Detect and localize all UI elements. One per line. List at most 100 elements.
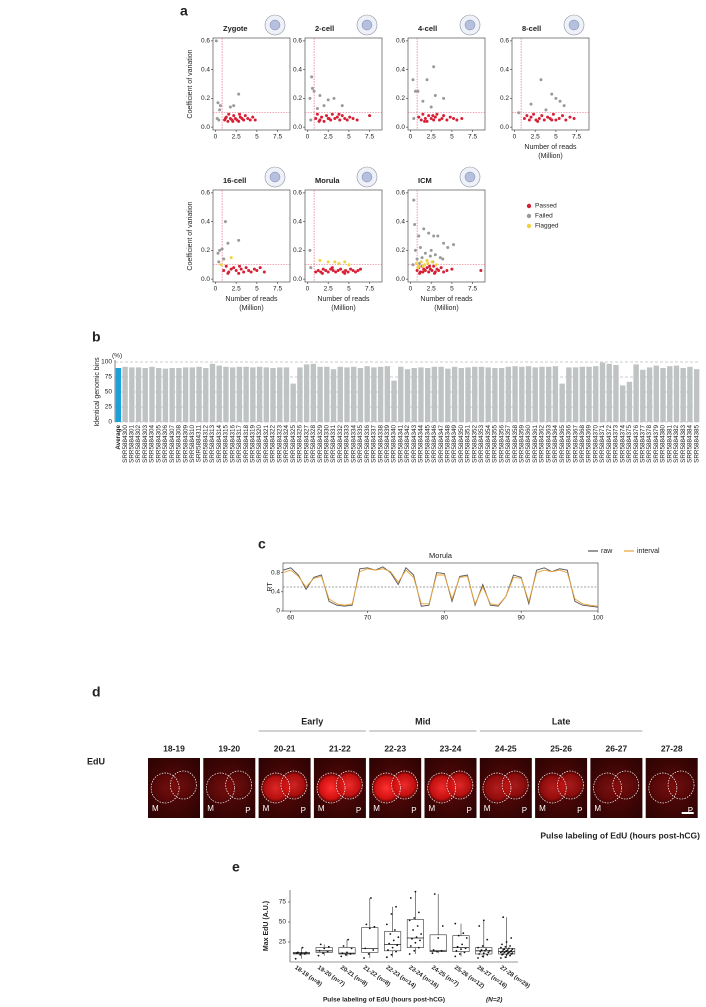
cell-label: P bbox=[522, 806, 527, 815]
bar bbox=[431, 366, 438, 422]
point bbox=[427, 270, 431, 274]
bar bbox=[398, 366, 404, 422]
point bbox=[532, 112, 536, 116]
point bbox=[349, 267, 353, 271]
y-tick-label: 0.0 bbox=[293, 276, 302, 283]
x-tick-label: SRR5884310 bbox=[189, 425, 196, 463]
x-tick-label: SRR5884309 bbox=[182, 425, 189, 463]
point bbox=[248, 118, 252, 122]
point bbox=[450, 267, 454, 271]
cell-label: M bbox=[373, 804, 380, 813]
point bbox=[425, 258, 429, 262]
point bbox=[319, 943, 322, 946]
point bbox=[333, 260, 337, 264]
x-tick-label: SRR5884346 bbox=[431, 425, 438, 463]
point bbox=[234, 269, 238, 272]
point bbox=[551, 112, 555, 116]
point bbox=[253, 118, 257, 122]
point bbox=[365, 923, 368, 926]
bar bbox=[424, 368, 431, 422]
bar bbox=[498, 368, 505, 422]
point bbox=[322, 104, 326, 108]
bar bbox=[579, 366, 586, 422]
bar bbox=[351, 366, 357, 422]
point bbox=[308, 248, 312, 252]
bar bbox=[404, 369, 411, 422]
point bbox=[479, 269, 483, 272]
bar bbox=[209, 363, 216, 422]
point bbox=[370, 897, 372, 899]
bar bbox=[492, 368, 498, 422]
point bbox=[392, 939, 395, 942]
point bbox=[237, 271, 241, 275]
point bbox=[434, 263, 438, 267]
point bbox=[347, 263, 351, 267]
point bbox=[326, 950, 329, 953]
point bbox=[554, 96, 558, 100]
bar bbox=[673, 365, 680, 422]
bar bbox=[216, 365, 222, 422]
bar bbox=[371, 367, 377, 422]
cell-label: P bbox=[467, 806, 472, 815]
bar bbox=[606, 363, 612, 422]
subplot-title: Morula bbox=[315, 176, 340, 185]
x-tick-label: SRR5884318 bbox=[243, 425, 250, 463]
bar bbox=[640, 369, 646, 422]
point bbox=[448, 115, 452, 119]
cell-label: M bbox=[207, 804, 214, 813]
point bbox=[309, 118, 313, 122]
point bbox=[463, 951, 466, 954]
bar bbox=[330, 369, 337, 422]
x-tick-label: SRR5884354 bbox=[485, 425, 492, 463]
y-tick-label: 0.2 bbox=[201, 247, 210, 254]
y-tick-label: 0.0 bbox=[201, 276, 210, 283]
subplot-title: Zygote bbox=[223, 24, 248, 33]
x-tick-label: SRR5884338 bbox=[377, 425, 384, 463]
point bbox=[412, 117, 416, 120]
y-tick-label: 0.0 bbox=[500, 124, 509, 131]
y-tick-label: 0.4 bbox=[271, 589, 280, 596]
bar bbox=[512, 366, 518, 422]
point bbox=[431, 114, 435, 118]
x-axis-label: Number of reads bbox=[420, 296, 473, 303]
point bbox=[325, 114, 329, 118]
x-tick-label: SRR5884345 bbox=[424, 425, 431, 463]
point bbox=[387, 949, 389, 951]
y-tick-label: 25 bbox=[279, 939, 287, 946]
point bbox=[486, 953, 489, 956]
x-tick-label: SRR5884337 bbox=[371, 425, 378, 463]
bar bbox=[297, 367, 303, 422]
point bbox=[486, 938, 489, 941]
note: (N=2) bbox=[486, 997, 502, 1004]
plot-frame bbox=[304, 37, 383, 131]
point bbox=[320, 271, 324, 275]
point bbox=[232, 266, 236, 270]
x-tick-label: 7.5 bbox=[273, 134, 282, 141]
bar bbox=[593, 366, 599, 422]
x-tick-label: SRR5884373 bbox=[613, 425, 620, 463]
x-tick-label: SRR5884371 bbox=[599, 425, 606, 463]
x-tick-label: SRR5884350 bbox=[458, 425, 465, 463]
point bbox=[432, 118, 436, 122]
point bbox=[237, 238, 241, 242]
point bbox=[242, 118, 246, 122]
point bbox=[425, 78, 429, 82]
cell-outline bbox=[537, 772, 567, 804]
x-tick-label: SRR5884349 bbox=[451, 425, 458, 463]
bar bbox=[256, 366, 263, 422]
point bbox=[415, 257, 419, 261]
x-tick-label: SRR5884321 bbox=[263, 425, 270, 463]
series-line bbox=[282, 568, 599, 607]
point bbox=[421, 112, 425, 116]
panel-label: d bbox=[92, 684, 101, 700]
x-tick-label: SRR5884308 bbox=[176, 425, 183, 463]
y-tick-label: 100 bbox=[101, 359, 112, 366]
cell-label: M bbox=[152, 804, 159, 813]
bar bbox=[115, 368, 122, 422]
x-tick-label: SRR5884336 bbox=[364, 425, 371, 463]
point bbox=[506, 949, 509, 951]
row-label: EdU bbox=[87, 756, 105, 766]
x-tick-label: SRR5884367 bbox=[572, 425, 579, 463]
point bbox=[340, 104, 344, 108]
time-label: 27-28 bbox=[661, 743, 683, 753]
